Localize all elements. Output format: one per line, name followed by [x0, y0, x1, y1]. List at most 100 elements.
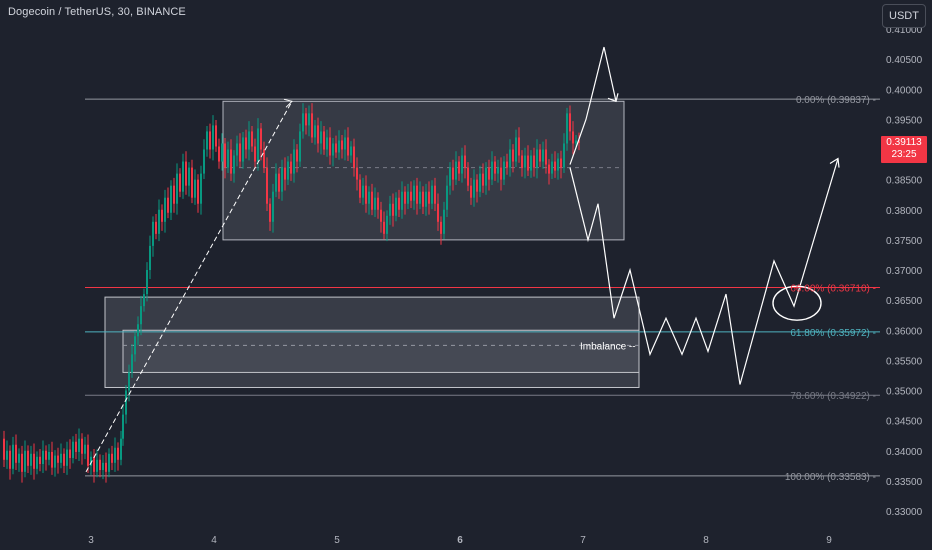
candle-body — [347, 137, 349, 156]
candle-body — [78, 438, 80, 452]
candle-body — [117, 447, 119, 460]
candle-body — [24, 450, 26, 472]
candle-body — [63, 453, 65, 466]
candle-body — [419, 191, 421, 204]
candle-body — [482, 173, 484, 186]
candle-body — [284, 167, 286, 180]
candle-body — [476, 179, 478, 192]
price-axis[interactable]: 0.41000 0.40500 0.40000 0.39500 0.38500 0.380… — [886, 25, 923, 518]
candle-body — [404, 191, 406, 204]
candle-body — [9, 450, 11, 469]
candle-body — [425, 191, 427, 207]
candle-body — [278, 173, 280, 192]
candle-body — [374, 197, 376, 210]
candle-body — [557, 158, 559, 171]
upper-projection-path — [569, 46, 617, 165]
candle-body — [251, 131, 253, 147]
last-price-badge: 0.39113 23:25 — [881, 136, 927, 163]
candle-body — [191, 167, 193, 198]
candle-body — [473, 179, 475, 198]
candles-layer — [3, 103, 580, 483]
price-tick-label: 0.38000 — [886, 206, 923, 217]
fib-label: 66.00% (0.36710) - — [790, 283, 876, 294]
candle-body — [158, 209, 160, 234]
candle-body — [84, 444, 86, 454]
price-tick-label: 0.41000 — [886, 25, 923, 36]
candle-body — [21, 453, 23, 472]
candle-body — [275, 173, 277, 192]
drawings-layer — [85, 46, 840, 473]
candle-body — [530, 155, 532, 171]
candle-body — [125, 390, 127, 415]
candle-body — [293, 149, 295, 174]
candle-body — [194, 179, 196, 198]
candle-body — [356, 167, 358, 180]
candle-body — [218, 146, 220, 162]
candle-body — [545, 149, 547, 165]
candle-body — [179, 173, 181, 192]
candle-body — [443, 209, 445, 234]
date-tick-label: 6 — [457, 535, 463, 546]
candle-body — [81, 438, 83, 454]
candle-body — [332, 143, 334, 156]
candle-body — [503, 161, 505, 180]
candle-body — [105, 462, 107, 472]
candle-body — [533, 155, 535, 168]
target-circle — [772, 285, 822, 321]
fib-retracement-lines — [85, 98, 880, 477]
price-tick-label: 0.39500 — [886, 115, 923, 126]
candle-body — [338, 140, 340, 153]
candle-body — [470, 185, 472, 198]
candle-body — [15, 444, 17, 463]
candle-body — [395, 197, 397, 216]
candle-body — [173, 185, 175, 204]
candle-body — [524, 155, 526, 168]
candle-body — [224, 143, 226, 168]
candle-body — [305, 113, 307, 126]
candle-body — [30, 453, 32, 466]
candle-body — [93, 456, 95, 472]
candle-body — [398, 197, 400, 210]
candle-body — [491, 161, 493, 180]
candle-body — [350, 146, 352, 156]
currency-button[interactable]: USDT — [882, 4, 926, 28]
candle-body — [479, 173, 481, 192]
candle-body — [566, 113, 568, 144]
candle-body — [428, 191, 430, 204]
candle-body — [96, 459, 98, 472]
candle-body — [170, 185, 172, 213]
candle-body — [494, 161, 496, 174]
candle-body — [164, 197, 166, 222]
candle-body — [554, 161, 556, 171]
candle-body — [122, 414, 124, 439]
symbol-title[interactable]: Dogecoin / TetherUS, 30, BINANCE — [8, 6, 186, 18]
candle-body — [149, 245, 151, 270]
date-axis[interactable]: 3 4 5 6 7 8 9 — [88, 535, 832, 546]
candle-body — [182, 161, 184, 192]
candle-body — [18, 453, 20, 463]
candle-body — [521, 155, 523, 168]
last-price-value: 0.39113 — [886, 137, 922, 148]
candle-body — [434, 185, 436, 204]
candle-body — [389, 203, 391, 216]
candle-body — [509, 149, 511, 168]
candle-body — [111, 453, 113, 463]
candle-body — [563, 143, 565, 168]
candle-body — [497, 167, 499, 174]
upper-projection-arrow-head — [607, 93, 619, 103]
candle-body — [413, 185, 415, 201]
candle-body — [446, 185, 448, 210]
candle-body — [215, 125, 217, 147]
candle-body — [248, 131, 250, 150]
candle-body — [236, 143, 238, 156]
fib-labels-layer: 0.00% (0.39837) - 66.00% (0.36710) - 61.80… — [785, 95, 876, 483]
date-tick-label: 9 — [826, 535, 832, 546]
candle-body — [323, 131, 325, 150]
candle-body — [155, 221, 157, 234]
fib-label: 100.00% (0.33583) - — [785, 472, 876, 483]
candle-body — [60, 453, 62, 463]
candle-body — [575, 140, 577, 144]
candle-body — [269, 203, 271, 222]
candle-body — [102, 462, 104, 471]
